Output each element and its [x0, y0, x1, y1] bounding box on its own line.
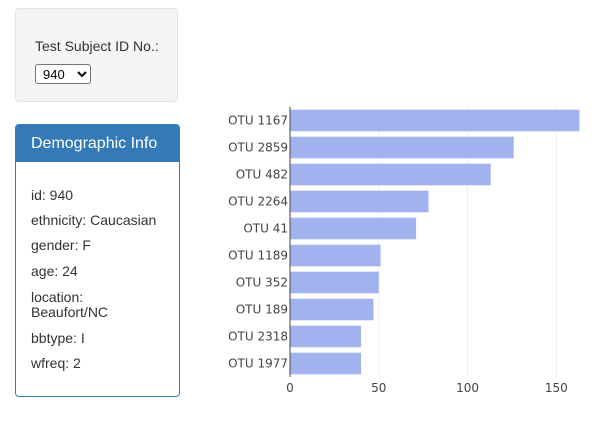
y-tick-label: OTU 1167 — [228, 114, 288, 128]
demo-ethnicity: ethnicity: Caucasian — [31, 212, 157, 228]
y-tick-label: OTU 189 — [236, 303, 288, 317]
y-tick-label: OTU 2264 — [228, 195, 288, 209]
y-tick-label: OTU 2318 — [228, 330, 288, 344]
x-tick-label: 150 — [545, 381, 568, 395]
bar — [290, 298, 374, 321]
demo-wfreq: wfreq: 2 — [31, 355, 81, 371]
x-tick-label: 0 — [286, 381, 294, 395]
bar — [290, 352, 362, 375]
x-tick-label: 50 — [371, 381, 386, 395]
y-tick-label: OTU 352 — [236, 276, 288, 290]
demographic-info-title: Demographic Info — [16, 125, 179, 162]
bar — [290, 217, 417, 240]
demo-age: age: 24 — [31, 263, 78, 279]
bar — [290, 163, 491, 186]
demo-bbtype: bbtype: I — [31, 330, 85, 346]
bar — [290, 136, 514, 159]
y-tick-label: OTU 1189 — [228, 249, 288, 263]
subject-id-select[interactable]: 940 — [35, 64, 91, 84]
x-tick-label: 100 — [456, 381, 479, 395]
subject-selector-panel: Test Subject ID No.: 940 — [15, 8, 178, 102]
bar — [290, 190, 429, 213]
y-tick-label: OTU 482 — [236, 168, 288, 182]
subject-id-label: Test Subject ID No.: — [35, 38, 159, 54]
y-tick-label: OTU 1977 — [228, 357, 288, 371]
otu-bar-chart: OTU 1167 OTU 2859 OTU 482 OTU 2264 OTU 41 OTU… — [200, 100, 600, 400]
demo-location: location: Beaufort/NC — [31, 289, 109, 320]
y-tick-label: OTU 41 — [243, 222, 288, 236]
otu-bar-chart-svg: OTU 1167 OTU 2859 OTU 482 OTU 2264 OTU 41 OTU… — [228, 107, 580, 395]
bar — [290, 325, 362, 348]
y-tick-label: OTU 2859 — [228, 141, 288, 155]
bar — [290, 109, 580, 132]
demo-id: id: 940 — [31, 187, 74, 203]
demographic-info-panel: Demographic Info id: 940 ethnicity: Cauc… — [15, 124, 180, 397]
bar — [290, 271, 379, 294]
demo-gender: gender: F — [31, 237, 91, 253]
bar — [290, 244, 381, 267]
